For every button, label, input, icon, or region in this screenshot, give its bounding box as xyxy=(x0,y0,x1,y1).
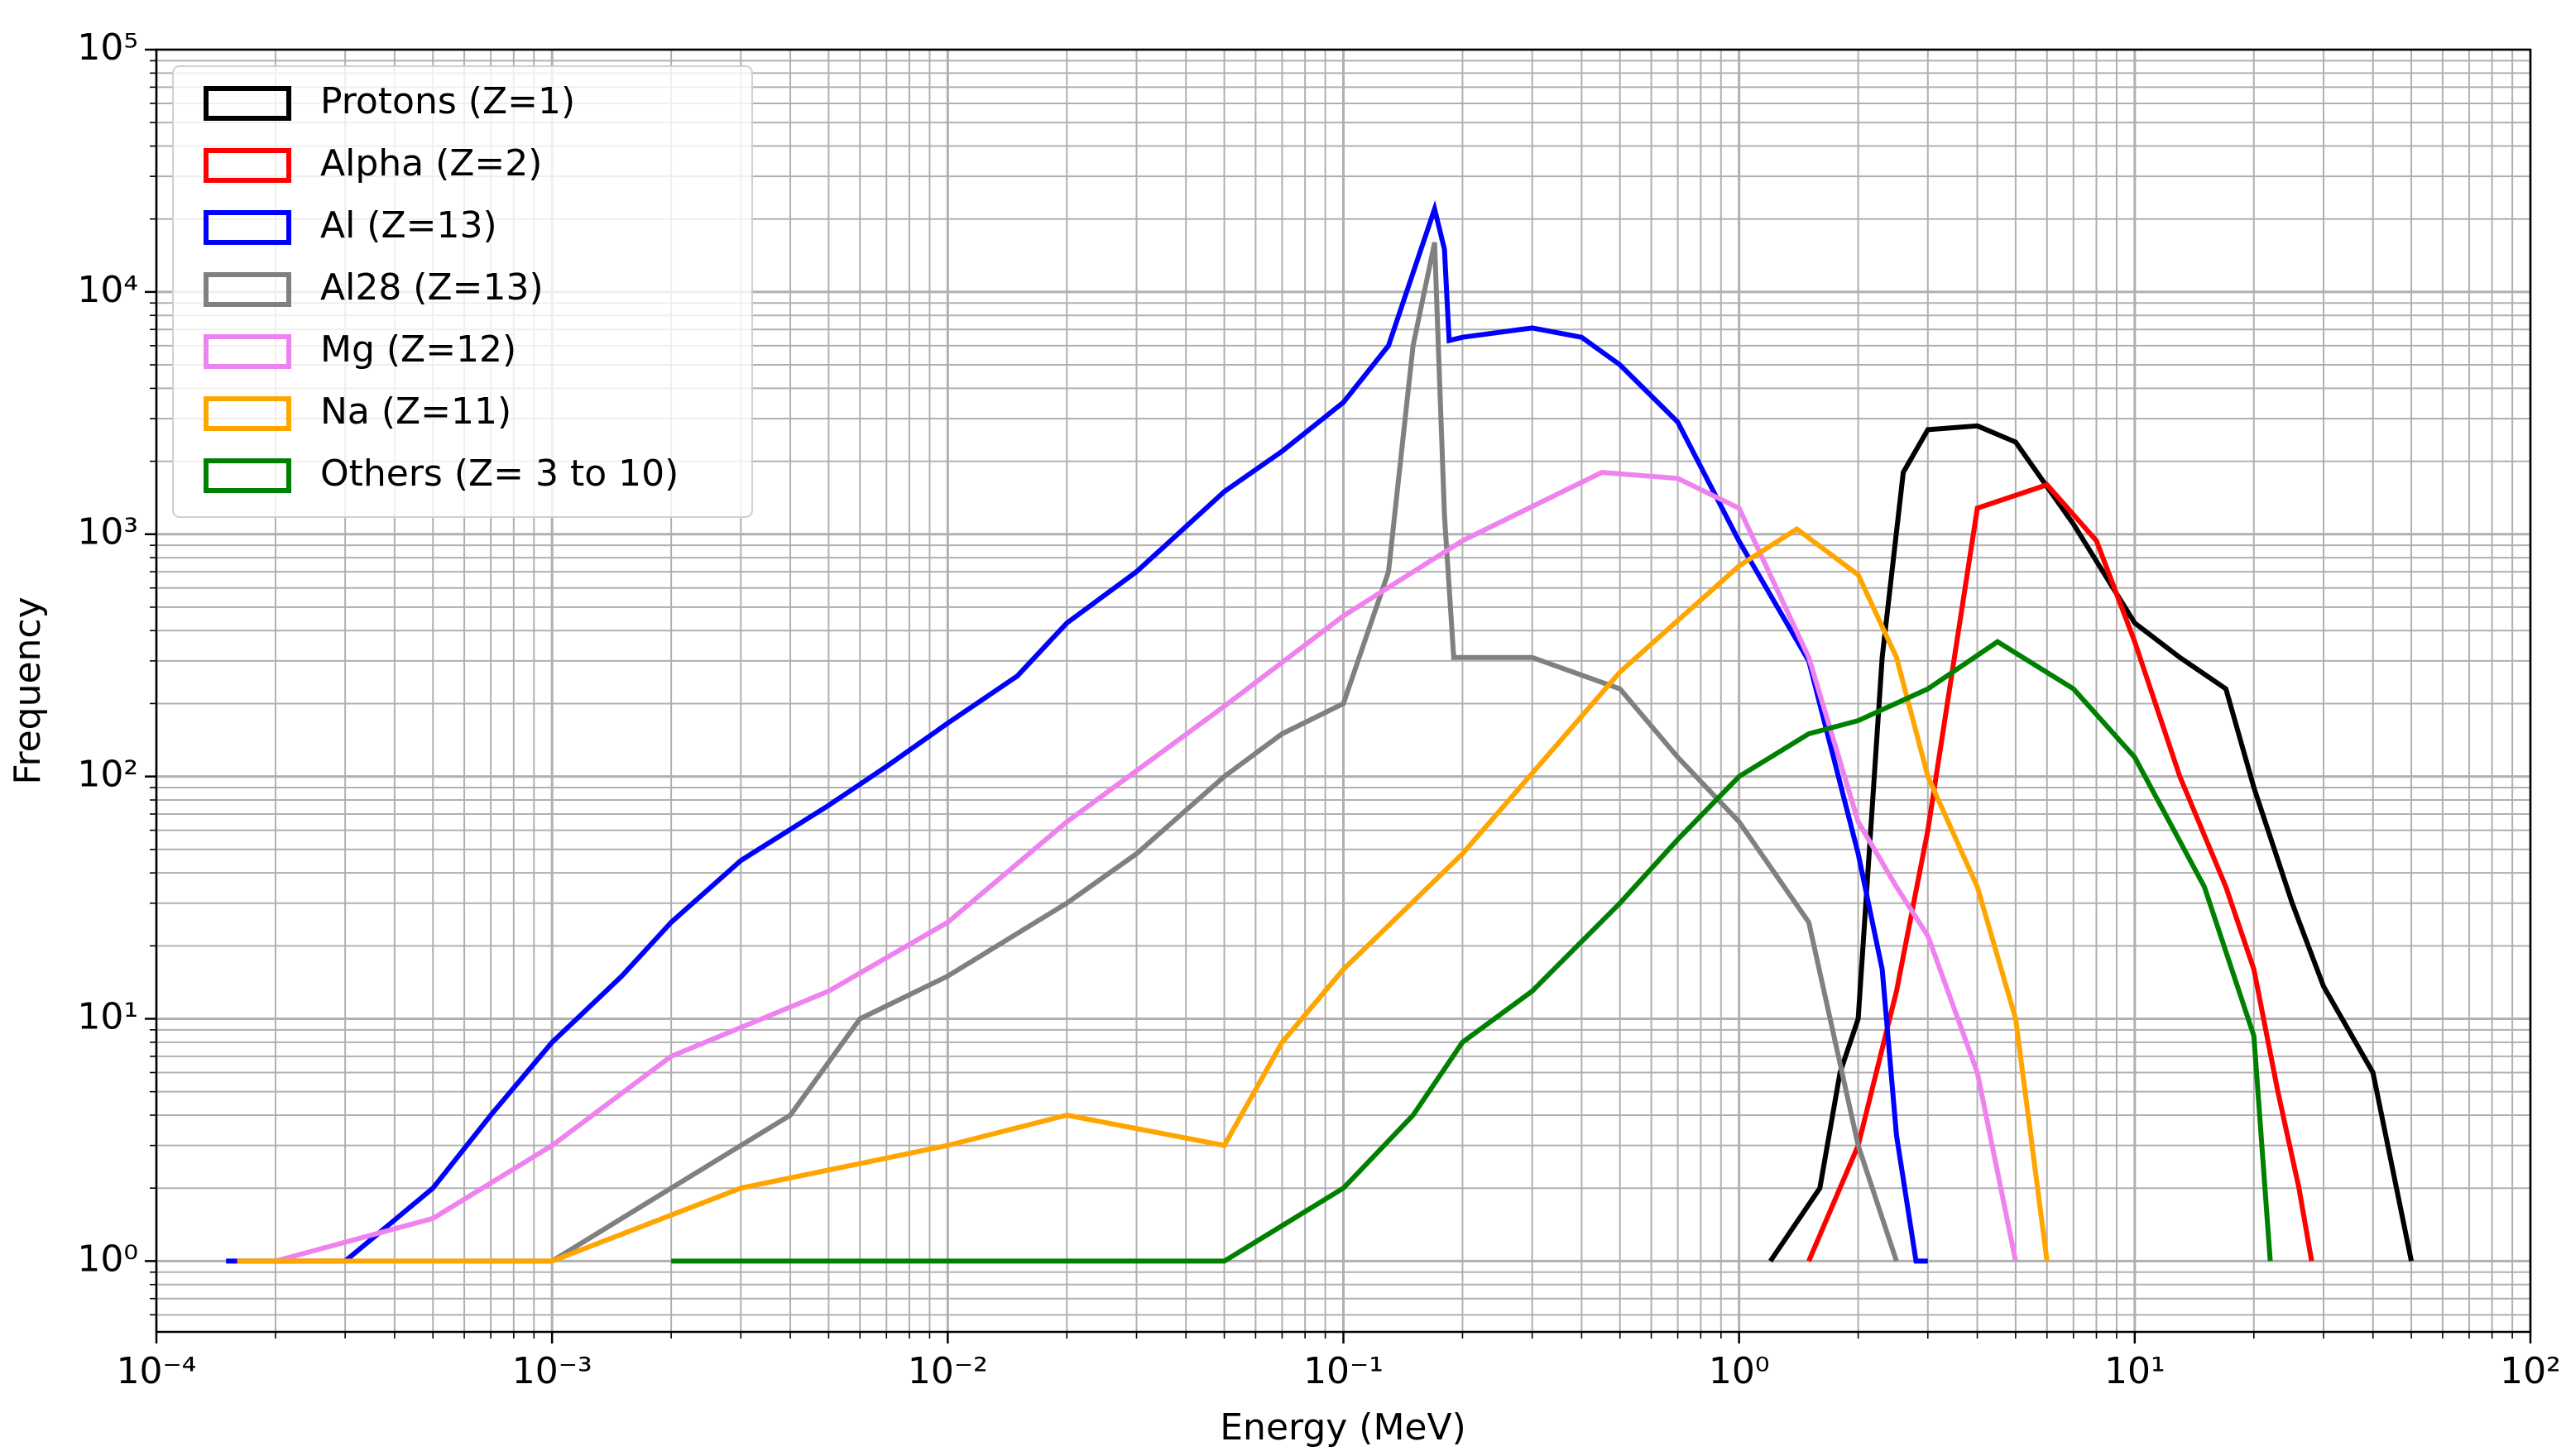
ticks: 10⁻⁴ 10⁻³ 10⁻² 10⁻¹ 10⁰ 10¹ 10² 10⁰ 10¹ 10² 10³ 10⁴… xyxy=(77,26,2560,1392)
legend-label: Al28 (Z=13) xyxy=(320,266,544,309)
x-tick-label: 10² xyxy=(2500,1350,2561,1392)
x-tick-label: 10⁻⁴ xyxy=(117,1350,197,1392)
y-tick-label: 10⁵ xyxy=(77,26,138,69)
x-tick-label: 10⁻² xyxy=(908,1350,988,1392)
legend-label: Alpha (Z=2) xyxy=(320,142,542,184)
legend-swatch xyxy=(204,210,291,245)
series-line xyxy=(1806,481,2314,1262)
y-tick-label: 10¹ xyxy=(77,995,138,1037)
legend-swatch xyxy=(204,272,291,307)
x-tick-label: 10⁻³ xyxy=(512,1350,592,1392)
legend-label: Mg (Z=12) xyxy=(320,328,516,371)
x-tick-label: 10⁻¹ xyxy=(1303,1350,1384,1392)
legend-label: Al (Z=13) xyxy=(320,204,497,247)
legend-swatch xyxy=(204,148,291,183)
y-tick-label: 10⁴ xyxy=(77,269,138,311)
x-tick-label: 10⁰ xyxy=(1709,1350,1770,1392)
series-line xyxy=(237,525,2050,1264)
legend-swatch xyxy=(204,458,291,493)
series-line xyxy=(1768,423,2415,1263)
legend-swatch xyxy=(204,86,291,121)
x-tick-label: 10¹ xyxy=(2104,1350,2166,1392)
y-tick-label: 10⁰ xyxy=(77,1238,138,1280)
series-line xyxy=(226,199,1928,1264)
series-line xyxy=(464,242,1899,1264)
legend-swatch xyxy=(204,396,291,431)
series-line xyxy=(275,469,2018,1264)
series-line xyxy=(671,639,2273,1264)
legend-frame xyxy=(172,65,753,518)
plot-area xyxy=(226,199,2415,1264)
legend: Protons (Z=1) Alpha (Z=2) Al (Z=13) Al28 (Z… xyxy=(172,65,753,518)
y-tick-label: 10² xyxy=(77,754,138,796)
y-tick-label: 10³ xyxy=(77,511,138,553)
legend-label: Protons (Z=1) xyxy=(320,80,575,122)
x-axis-label: Energy (MeV) xyxy=(1220,1406,1466,1449)
legend-label: Na (Z=11) xyxy=(320,390,511,433)
legend-swatch xyxy=(204,334,291,369)
legend-label: Others (Z= 3 to 10) xyxy=(320,453,679,495)
y-axis-label: Frequency xyxy=(7,596,49,784)
